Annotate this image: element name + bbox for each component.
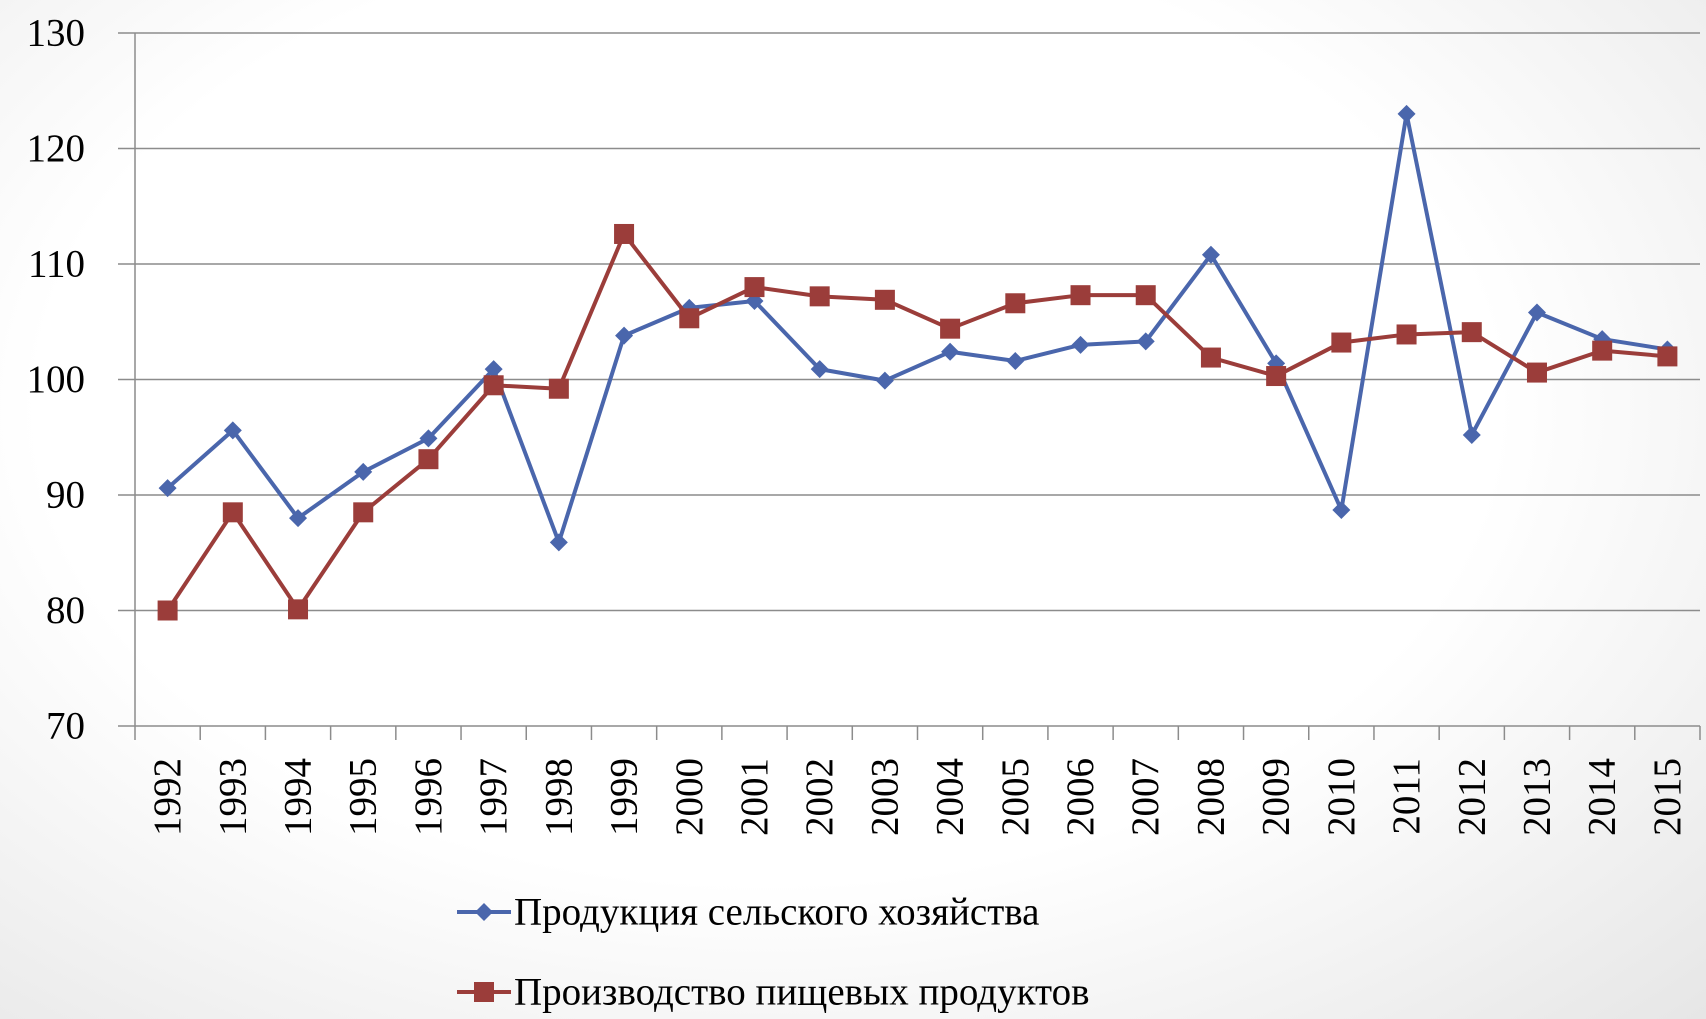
data-point — [941, 342, 960, 361]
data-point — [1462, 425, 1481, 444]
data-point — [484, 360, 503, 379]
y-tick-label: 120 — [27, 127, 86, 170]
x-tick-label: 1993 — [211, 758, 254, 836]
data-point — [1201, 245, 1220, 264]
data-point — [615, 326, 634, 345]
y-tick-label: 90 — [46, 474, 85, 517]
legend-marker — [475, 903, 493, 921]
legend-label: Производство пищевых продуктов — [514, 971, 1089, 1014]
data-point — [549, 533, 568, 552]
legend-label: Продукция сельского хозяйства — [514, 891, 1039, 934]
x-tick-label: 2000 — [668, 758, 711, 836]
data-point — [1527, 303, 1546, 322]
y-tick-label: 130 — [27, 12, 86, 55]
data-point — [679, 308, 700, 329]
x-tick-label: 2001 — [733, 758, 776, 836]
x-tick-label: 1998 — [537, 758, 580, 836]
x-tick-label: 1995 — [342, 758, 385, 836]
x-tick-label: 1997 — [472, 758, 515, 836]
data-point — [419, 429, 438, 448]
x-tick-label: 1994 — [277, 758, 320, 836]
data-point — [353, 502, 374, 523]
x-tick-label: 1996 — [407, 758, 450, 836]
x-tick-label: 2009 — [1255, 758, 1298, 836]
x-tick-label: 2006 — [1059, 758, 1102, 836]
data-point — [157, 600, 178, 621]
series-line — [166, 111, 1668, 545]
x-tick-label: 2003 — [863, 758, 906, 836]
data-point — [223, 421, 242, 440]
data-point — [1592, 340, 1613, 361]
data-point — [354, 462, 373, 481]
data-point — [1461, 322, 1482, 343]
x-tick-label: 2010 — [1320, 758, 1363, 836]
data-point — [1005, 293, 1026, 314]
data-point — [1332, 501, 1351, 520]
data-point — [1006, 352, 1025, 371]
x-tick-label: 2013 — [1515, 758, 1558, 836]
data-point — [940, 318, 961, 339]
data-point — [158, 479, 177, 498]
series-line — [165, 231, 1668, 612]
x-tick-label: 2014 — [1581, 758, 1624, 836]
x-tick-label: 2015 — [1646, 758, 1689, 836]
data-point — [1136, 332, 1155, 351]
data-point — [289, 509, 308, 528]
data-point — [1266, 366, 1287, 387]
data-point — [1071, 335, 1090, 354]
data-point — [744, 277, 765, 298]
y-tick-label: 70 — [46, 705, 85, 748]
x-tick-label: 2002 — [798, 758, 841, 836]
data-point — [288, 599, 309, 620]
legend-marker — [474, 982, 494, 1002]
y-tick-label: 110 — [28, 243, 85, 286]
data-point — [874, 289, 895, 310]
data-point — [483, 375, 504, 396]
data-point — [222, 502, 243, 523]
x-tick-label: 1999 — [603, 758, 646, 836]
data-point — [1396, 324, 1417, 345]
x-tick-label: 2005 — [994, 758, 1037, 836]
data-point — [1331, 332, 1352, 353]
data-point — [1526, 362, 1547, 383]
data-point — [1200, 347, 1221, 368]
y-tick-label: 100 — [27, 358, 86, 401]
y-tick-label: 80 — [46, 589, 85, 632]
data-point — [1135, 285, 1156, 306]
data-point — [418, 449, 439, 470]
data-point — [1070, 285, 1091, 306]
data-point — [1657, 346, 1678, 367]
data-point — [809, 286, 830, 307]
x-tick-label: 2004 — [929, 758, 972, 836]
data-point — [614, 223, 635, 244]
x-tick-label: 2008 — [1189, 758, 1232, 836]
data-point — [810, 360, 829, 379]
x-tick-label: 2007 — [1124, 758, 1167, 836]
x-tick-label: 2011 — [1385, 758, 1428, 835]
data-point — [548, 378, 569, 399]
x-tick-label: 2012 — [1450, 758, 1493, 836]
data-point — [1397, 104, 1416, 123]
data-point — [875, 371, 894, 390]
x-tick-label: 1992 — [146, 758, 189, 836]
